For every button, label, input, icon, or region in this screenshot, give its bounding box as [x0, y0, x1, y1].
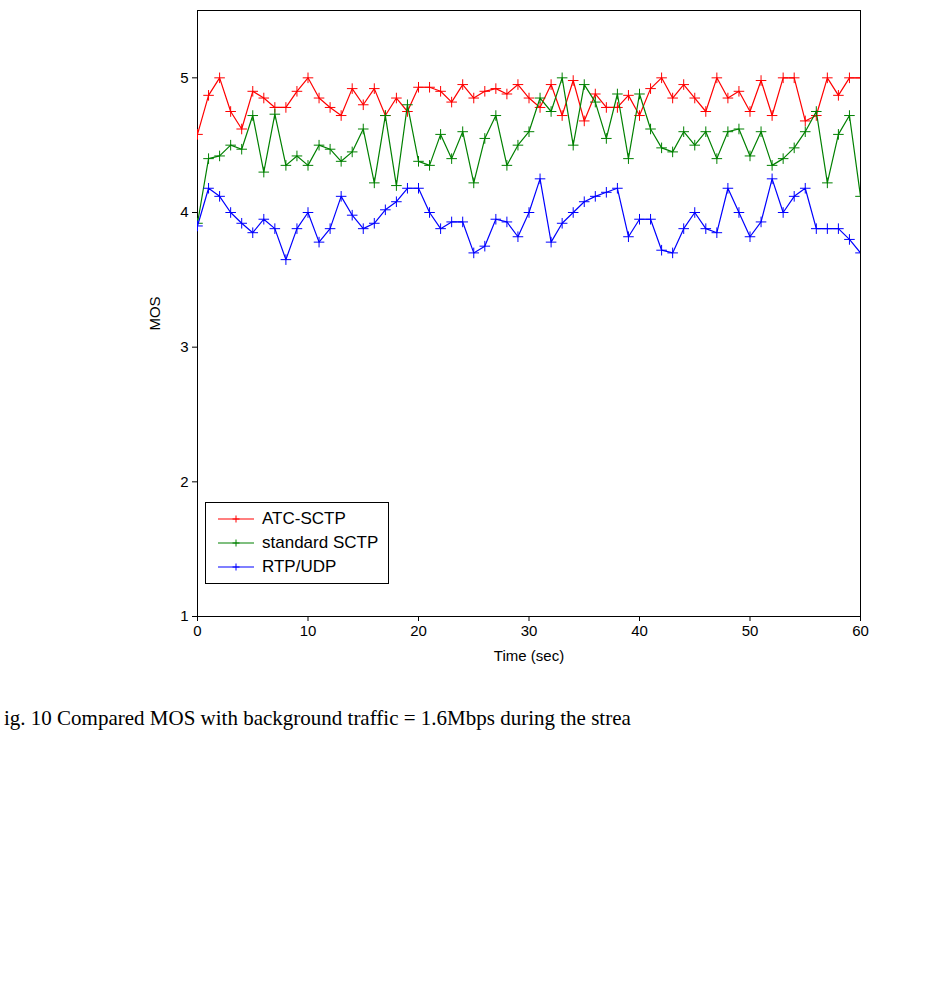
html-text:ATC-SCTP: ATC-SCTP	[262, 509, 346, 528]
svg-text:5: 5	[180, 69, 188, 86]
svg-text:MOS: MOS	[146, 296, 163, 330]
svg-text:50: 50	[742, 622, 759, 639]
svg-text:4: 4	[180, 203, 188, 220]
svg-text:3: 3	[180, 338, 188, 355]
svg-text:10: 10	[300, 622, 317, 639]
html-text:standard SCTP: standard SCTP	[262, 533, 379, 552]
svg-text:1: 1	[180, 607, 188, 624]
svg-text:0: 0	[193, 622, 201, 639]
svg-text:2: 2	[180, 473, 188, 490]
svg-text:60: 60	[852, 622, 869, 639]
svg-text:40: 40	[631, 622, 648, 639]
svg-text:20: 20	[410, 622, 427, 639]
html-text:RTP/UDP: RTP/UDP	[262, 557, 337, 576]
svg-text:30: 30	[521, 622, 538, 639]
svg-text:Time (sec): Time (sec)	[494, 647, 564, 664]
html-text:ig. 10 Compared MOS with backg: ig. 10 Compared MOS with background traf…	[4, 706, 631, 730]
